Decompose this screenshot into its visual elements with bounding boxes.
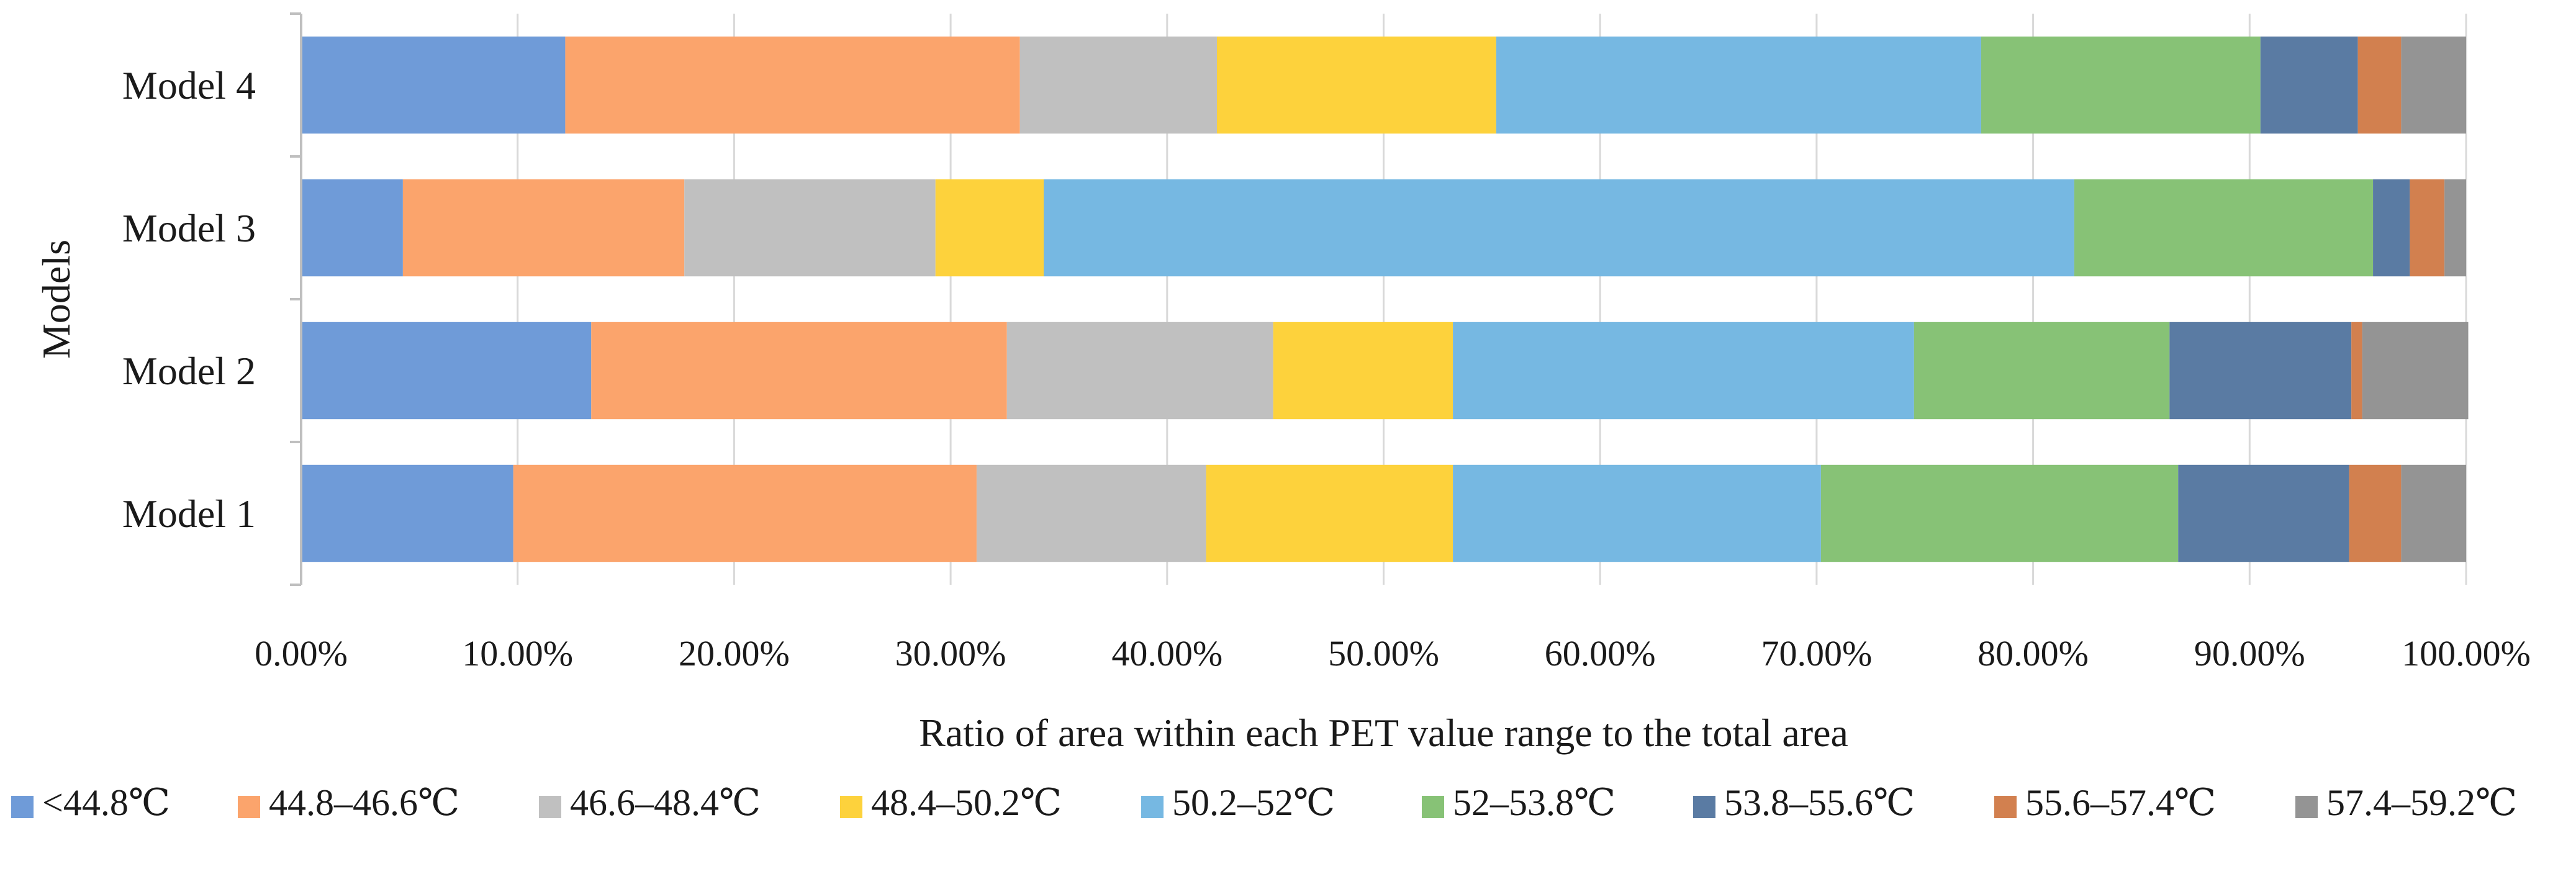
legend-swatch xyxy=(1422,796,1444,818)
x-tick-label: 40.00% xyxy=(1111,633,1222,674)
bars xyxy=(301,36,2469,562)
legend: <44.8℃ 44.8–46.6℃ 46.6–48.4℃ 48.4–50.2℃ 50.2… xyxy=(11,782,2517,823)
bar-segment xyxy=(1453,464,1821,562)
y-axis-title: Models xyxy=(34,240,78,359)
legend-swatch xyxy=(840,796,862,818)
category-label: Model 2 xyxy=(122,349,256,393)
bar-segment xyxy=(1044,179,2074,277)
bar-segment xyxy=(684,179,936,277)
legend-label: 55.6–57.4℃ xyxy=(2025,782,2216,823)
bar-segment xyxy=(1981,36,2261,134)
bar-segment xyxy=(2401,464,2466,562)
bar-segment xyxy=(1273,322,1453,420)
legend-label: 52–53.8℃ xyxy=(1453,782,1616,823)
legend-swatch xyxy=(539,796,561,818)
bar-segment xyxy=(1496,36,1981,134)
x-tick-label: 60.00% xyxy=(1545,633,1656,674)
bar-segment xyxy=(2410,179,2445,277)
x-tick-label: 0.00% xyxy=(255,633,348,674)
x-axis-title: Ratio of area within each PET value rang… xyxy=(919,711,1848,755)
bar-segment xyxy=(2357,36,2402,134)
x-tick-label: 70.00% xyxy=(1761,633,1872,674)
legend-label: <44.8℃ xyxy=(42,782,170,823)
bar-segment xyxy=(2074,179,2374,277)
bar-segment xyxy=(2260,36,2358,134)
bar-segment xyxy=(2362,322,2469,420)
x-tick-label: 30.00% xyxy=(895,633,1006,674)
x-tick-label: 80.00% xyxy=(1977,633,2089,674)
axes: 0.00% 10.00% 20.00% 30.00% 40.00% 50.00% 60.00… xyxy=(122,12,2531,674)
bar-segment xyxy=(976,464,1206,562)
legend-label: 57.4–59.2℃ xyxy=(2326,782,2517,823)
bar-segment xyxy=(935,179,1044,277)
category-label: Model 4 xyxy=(122,63,256,107)
legend-label: 44.8–46.6℃ xyxy=(269,782,459,823)
category-label: Model 3 xyxy=(122,206,256,250)
x-tick-label: 20.00% xyxy=(679,633,790,674)
bar-segment xyxy=(1914,322,2170,420)
bar-segment xyxy=(301,179,403,277)
legend-swatch xyxy=(238,796,260,818)
category-label: Model 1 xyxy=(122,492,256,536)
legend-swatch xyxy=(1994,796,2017,818)
bar-segment xyxy=(301,322,592,420)
legend-swatch xyxy=(1693,796,1715,818)
bar-segment xyxy=(1820,464,2179,562)
bar-segment xyxy=(2444,179,2466,277)
bar-segment xyxy=(402,179,685,277)
bar-segment xyxy=(1006,322,1273,420)
bar-segment xyxy=(2401,36,2466,134)
bar-segment xyxy=(2373,179,2410,277)
x-tick-label: 100.00% xyxy=(2402,633,2531,674)
bar-segment xyxy=(2351,322,2362,420)
x-tick-label: 50.00% xyxy=(1328,633,1439,674)
bar-segment xyxy=(2169,322,2352,420)
legend-swatch xyxy=(1141,796,1164,818)
x-tick-label: 90.00% xyxy=(2194,633,2305,674)
bar-segment xyxy=(591,322,1007,420)
legend-label: 50.2–52℃ xyxy=(1172,782,1335,823)
bar-segment xyxy=(301,36,566,134)
bar-segment xyxy=(1453,322,1914,420)
legend-label: 48.4–50.2℃ xyxy=(871,782,1062,823)
legend-label: 53.8–55.6℃ xyxy=(1724,782,1915,823)
bar-segment xyxy=(1019,36,1218,134)
legend-label: 46.6–48.4℃ xyxy=(570,782,761,823)
bar-segment xyxy=(1206,464,1453,562)
bar-segment xyxy=(301,464,513,562)
x-tick-label: 10.00% xyxy=(462,633,573,674)
bar-segment xyxy=(2349,464,2402,562)
legend-swatch xyxy=(11,796,34,818)
bar-segment xyxy=(2178,464,2349,562)
bar-segment xyxy=(513,464,977,562)
legend-swatch xyxy=(2295,796,2318,818)
bar-segment xyxy=(565,36,1020,134)
bar-segment xyxy=(1217,36,1496,134)
